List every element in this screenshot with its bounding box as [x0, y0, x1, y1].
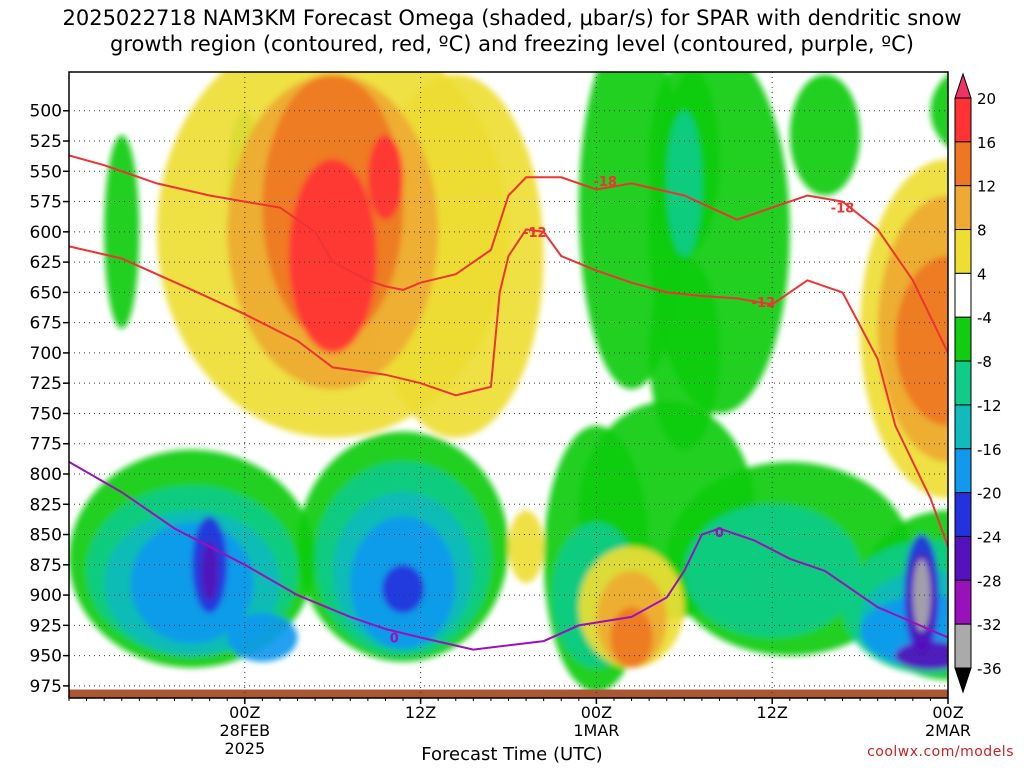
colorbar-label: -24: [977, 528, 1002, 546]
contour-label: -18: [831, 202, 855, 217]
colorbar-bottom-arrow: [954, 667, 972, 694]
omega-cell: [288, 159, 377, 353]
colorbar-label: -32: [977, 616, 1002, 634]
colorbar-box: [954, 141, 972, 187]
y-tick-label: 650: [30, 283, 62, 303]
x-axis-label: Forecast Time (UTC): [421, 744, 603, 765]
colorbar-label: 12: [977, 178, 996, 196]
colorbar-box: [954, 535, 972, 581]
y-tick-label: 600: [30, 223, 62, 243]
colorbar-label: -36: [977, 660, 1002, 678]
colorbar-label: -16: [977, 441, 1002, 459]
plot-area: -12 -12 -18 -18 0 0: [69, 72, 948, 698]
contour-label: -12: [752, 296, 776, 311]
colorbar-label: 16: [977, 134, 996, 152]
colorbar-box: [954, 579, 972, 625]
colorbar-box: [954, 360, 972, 406]
omega-cell: [610, 607, 653, 668]
omega-cell: [227, 613, 298, 662]
colorbar-top-arrow: [954, 72, 972, 99]
contour-label: 0: [390, 631, 399, 646]
colorbar-label: 20: [977, 90, 996, 108]
x-tick-label: 12Z: [405, 703, 436, 722]
y-tick-label: 575: [30, 193, 62, 213]
y-tick-label: 675: [30, 314, 62, 334]
x-tick-label: 12Z: [757, 703, 788, 722]
colorbar-box: [954, 97, 972, 143]
terrain-strip: [69, 689, 948, 698]
x-tick-label: 00Z: [581, 703, 612, 722]
colorbar-box: [954, 404, 972, 450]
y-tick-label: 775: [30, 435, 62, 455]
y-tick-label: 875: [30, 556, 62, 576]
colorbar-label: -20: [977, 485, 1002, 503]
colorbar-label: -28: [977, 572, 1002, 590]
y-tick-label: 550: [30, 162, 62, 182]
colorbar-label: 8: [977, 222, 987, 240]
omega-cell: [367, 134, 404, 220]
omega-cell: [508, 510, 544, 583]
y-tick-label: 975: [30, 677, 62, 697]
y-tick-label: 925: [30, 616, 62, 636]
y-tick-label: 900: [30, 586, 62, 606]
omega-cell: [666, 110, 702, 257]
y-tick-label: 850: [30, 526, 62, 546]
credit-link[interactable]: coolwx.com/models: [867, 744, 1014, 760]
chart-title-line-1: 2025022718 NAM3KM Forecast Omega (shaded…: [62, 6, 962, 30]
y-tick-label: 525: [30, 132, 62, 152]
y-tick-label: 950: [30, 647, 62, 667]
omega-cell: [200, 540, 219, 602]
contour-line: [69, 461, 948, 651]
contour-label: -12: [523, 226, 547, 241]
contour-line: [69, 228, 948, 550]
x-tick-label: 00Z: [229, 703, 260, 722]
omega-cell: [104, 134, 140, 329]
x-tick-label: 28FEB: [219, 721, 270, 740]
omega-cell: [381, 564, 425, 614]
colorbar-box: [954, 448, 972, 494]
colorbar-box: [954, 316, 972, 362]
y-tick-label: 800: [30, 465, 62, 485]
y-tick-label: 500: [30, 102, 62, 122]
colorbar-box: [954, 272, 972, 318]
contour-label: 0: [715, 526, 724, 541]
x-tick-label: 00Z: [932, 703, 963, 722]
y-tick-label: 625: [30, 253, 62, 273]
colorbar-label: -8: [977, 353, 992, 371]
colorbar-box: [954, 185, 972, 231]
colorbar-label: 4: [977, 265, 987, 283]
omega-shading: [69, 72, 948, 692]
omega-cell: [789, 74, 861, 196]
y-tick-label: 725: [30, 374, 62, 394]
omega-cell: [912, 558, 931, 632]
omega-cell: [684, 504, 861, 638]
colorbar-box: [954, 492, 972, 537]
y-tick-label: 825: [30, 495, 62, 515]
colorbar-label: -4: [977, 309, 992, 327]
x-tick-label: 2025: [224, 739, 265, 758]
colorbar-box: [954, 229, 972, 274]
colorbar-label: -12: [977, 397, 1002, 415]
y-tick-label: 750: [30, 404, 62, 424]
contour-line: [69, 154, 948, 355]
chart-title-line-2: growth region (contoured, red, ºC) and f…: [110, 32, 914, 56]
colorbar-box: [954, 623, 972, 669]
x-tick-label: 2MAR: [925, 721, 971, 740]
omega-cell: [895, 641, 948, 671]
y-tick-label: 700: [30, 344, 62, 364]
x-tick-label: 1MAR: [573, 721, 619, 740]
contour-label: -18: [593, 175, 617, 190]
